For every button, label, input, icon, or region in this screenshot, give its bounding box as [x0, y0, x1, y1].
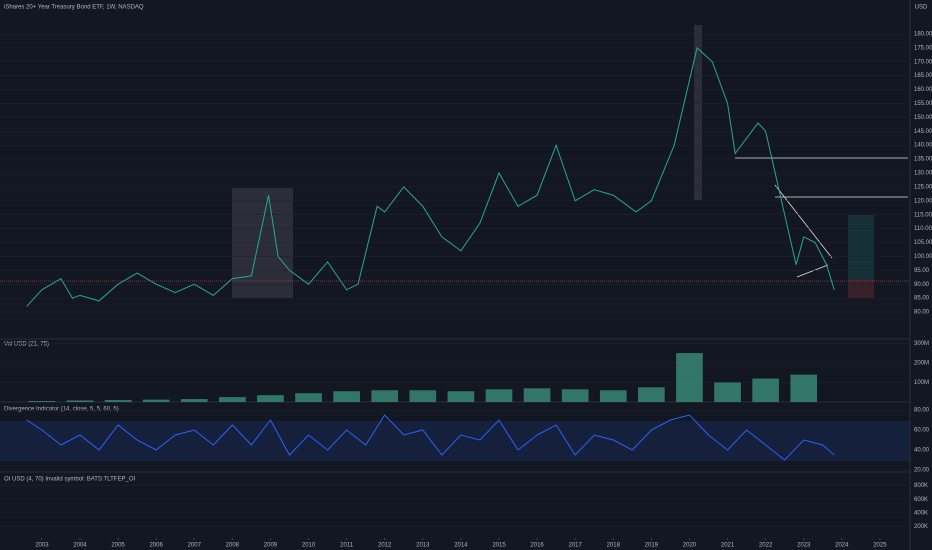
trend-line [796, 264, 829, 278]
y-tick-label: 120.00 [914, 198, 932, 204]
volume-bar [180, 399, 208, 402]
x-tick-label: 2014 [454, 543, 468, 549]
volume-bar [676, 353, 703, 402]
y-tick-label: 20.00 [914, 468, 930, 474]
volume-bar [523, 388, 551, 402]
highlight-box [694, 25, 702, 200]
y-tick-label: 90.00 [914, 282, 930, 288]
x-tick-label: 2019 [645, 543, 659, 549]
x-tick-label: 2007 [188, 543, 202, 549]
x-tick-label: 2004 [73, 543, 87, 549]
x-tick-label: 2005 [111, 543, 125, 549]
y-tick-label: 400K [914, 510, 928, 516]
x-tick-label: 2024 [835, 543, 849, 549]
y-tick-label: 130.00 [914, 171, 932, 177]
x-tick-label: 2017 [568, 543, 582, 549]
volume-bar [790, 374, 818, 402]
y-tick-label: 200M [914, 360, 929, 366]
target-zone [848, 215, 874, 280]
currency: USD [915, 5, 928, 11]
x-tick-label: 2011 [340, 543, 354, 549]
volume-bar [752, 378, 779, 402]
y-tick-label: 105.00 [914, 240, 932, 246]
volume-bar [561, 389, 589, 402]
x-tick-label: 2008 [226, 543, 240, 549]
volume-bar [371, 390, 399, 402]
volume-bar [66, 400, 94, 402]
y-tick-label: 115.00 [914, 212, 932, 218]
x-tick-label: 2025 [873, 543, 887, 549]
y-tick-label: 85.00 [914, 296, 930, 302]
y-tick-label: 200K [914, 524, 928, 530]
y-tick-label: 135.00 [914, 157, 932, 163]
pane-title: Divergence Indicator (14, close, 5, 5, 6… [4, 407, 119, 413]
y-tick-label: 140.00 [914, 143, 932, 149]
y-tick-label: 125.00 [914, 184, 932, 190]
volume-bar [257, 395, 284, 402]
y-tick-label: 150.00 [914, 115, 932, 121]
volume-bar [714, 382, 741, 402]
y-tick-label: 110.00 [914, 226, 932, 232]
y-tick-label: 100.00 [914, 254, 932, 260]
y-tick-label: 95.00 [914, 268, 930, 274]
x-tick-label: 2012 [378, 543, 392, 549]
highlight-box [232, 188, 293, 298]
x-tick-label: 2016 [530, 543, 544, 549]
chart-title: iShares 20+ Year Treasury Bond ETF, 1W, … [4, 5, 144, 11]
pane-title: Vol USD (21, 75) [4, 342, 49, 348]
trend-line [774, 184, 833, 259]
y-tick-label: 80.00 [914, 408, 930, 414]
y-tick-label: 160.00 [914, 87, 932, 93]
volume-bar [447, 391, 475, 402]
volume-bar [295, 393, 322, 402]
volume-bar [28, 401, 56, 402]
volume-bar [104, 400, 132, 402]
stop-zone [848, 280, 874, 298]
x-tick-label: 2015 [492, 543, 506, 549]
x-tick-label: 2003 [35, 543, 49, 549]
x-tick-label: 2023 [797, 543, 811, 549]
y-tick-label: 600K [914, 497, 928, 503]
volume-bar [219, 397, 246, 402]
volume-bar [599, 390, 627, 402]
x-tick-label: 2022 [759, 543, 773, 549]
y-tick-label: 100M [914, 380, 929, 386]
x-tick-label: 2006 [149, 543, 163, 549]
series-line [26, 414, 835, 461]
volume-bar [333, 391, 360, 402]
volume-bar [485, 389, 513, 402]
x-tick-label: 2010 [302, 543, 316, 549]
x-tick-label: 2013 [416, 543, 430, 549]
series-line [26, 46, 835, 307]
y-tick-label: 170.00 [914, 59, 932, 65]
x-tick-label: 2009 [264, 543, 278, 549]
y-tick-label: 145.00 [914, 129, 932, 135]
y-tick-label: 175.00 [914, 45, 932, 51]
y-tick-label: 800K [914, 483, 928, 489]
volume-bar [142, 399, 170, 402]
x-tick-label: 2020 [683, 543, 697, 549]
volume-bar [409, 390, 437, 402]
y-tick-label: 80.00 [914, 310, 930, 316]
x-tick-label: 2018 [607, 543, 621, 549]
y-tick-label: 165.00 [914, 73, 932, 79]
y-tick-label: 40.00 [914, 448, 930, 454]
volume-bar [638, 387, 665, 402]
y-tick-label: 180.00 [914, 32, 932, 38]
y-tick-label: 300M [914, 341, 929, 347]
y-tick-label: 155.00 [914, 101, 932, 107]
x-tick-label: 2021 [721, 543, 735, 549]
pane-title: OI USD (4, 70) Invalid symbol: BATS:TLTF… [4, 477, 135, 483]
y-tick-label: 60.00 [914, 428, 930, 434]
